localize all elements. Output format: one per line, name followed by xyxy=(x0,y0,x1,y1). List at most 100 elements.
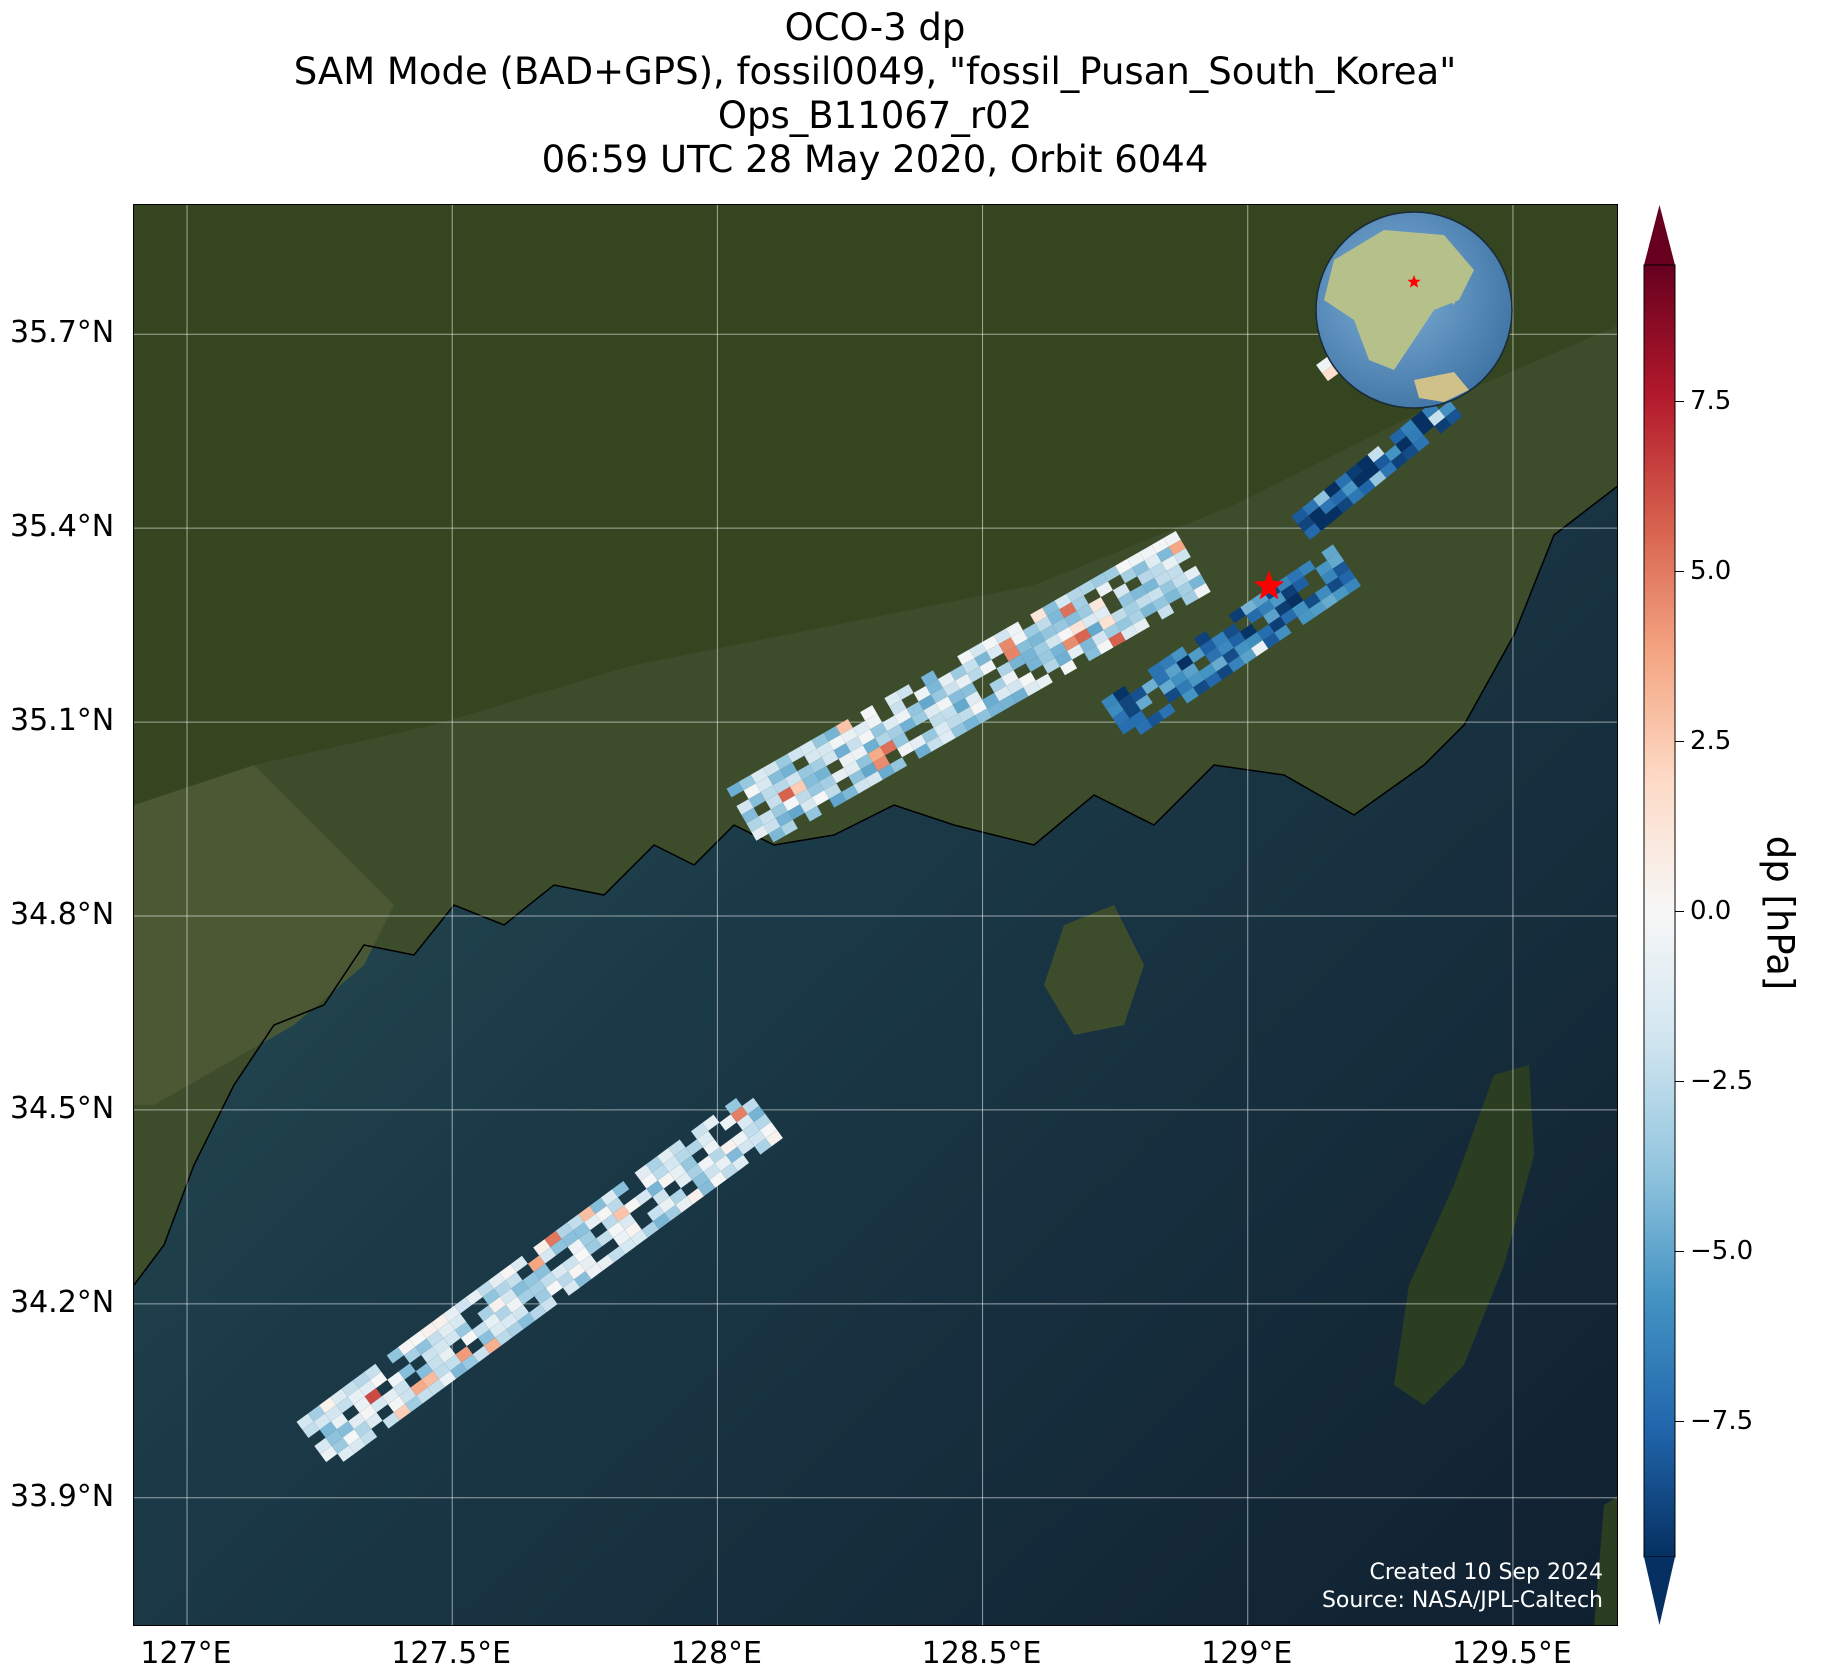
sounding-pixel xyxy=(685,1139,703,1156)
sounding-pixel xyxy=(438,1370,457,1388)
sounding-pixel xyxy=(1122,600,1140,617)
sounding-pixel xyxy=(1158,678,1176,695)
sounding-pixel xyxy=(1157,603,1175,620)
sounding-pixel xyxy=(495,1329,513,1346)
sounding-pixel xyxy=(1245,632,1263,649)
sounding-pixel xyxy=(635,1188,653,1206)
sounding-pixel xyxy=(1315,584,1333,602)
sounding-pixel xyxy=(746,816,764,833)
sounding-pixel xyxy=(578,1205,596,1223)
globe-star-icon-shape xyxy=(1407,275,1421,288)
sounding-pixel xyxy=(775,753,793,770)
sounding-pixel xyxy=(1171,572,1189,589)
sounding-pixel xyxy=(1262,632,1280,649)
sounding-pixel xyxy=(607,1221,625,1239)
sounding-pixel xyxy=(1257,624,1275,641)
sounding-pixel xyxy=(1216,639,1234,656)
sounding-pixel xyxy=(1222,647,1240,664)
sounding-pixel xyxy=(477,1305,495,1322)
sounding-pixel xyxy=(1062,635,1080,651)
sounding-pixel xyxy=(850,745,868,761)
sounding-pixel xyxy=(330,1413,349,1430)
sounding-pixel xyxy=(1081,612,1099,629)
sounding-pixel xyxy=(758,809,776,826)
colorbar-tick-mark xyxy=(1675,1081,1684,1082)
swath-south xyxy=(296,1097,783,1463)
sounding-pixel xyxy=(336,1396,354,1414)
sounding-pixel xyxy=(962,715,980,731)
sounding-pixel xyxy=(1204,671,1222,688)
sounding-pixel xyxy=(494,1304,512,1322)
land-geoje xyxy=(1044,905,1144,1035)
sounding-pixel xyxy=(668,1139,686,1156)
sounding-pixel xyxy=(555,1222,573,1239)
sounding-pixel xyxy=(982,692,1000,709)
sounding-pixel xyxy=(1183,565,1201,582)
map-panel[interactable] xyxy=(133,204,1618,1626)
sounding-pixel xyxy=(993,628,1011,645)
sounding-pixel xyxy=(589,1197,607,1214)
sounding-pixel xyxy=(427,1354,445,1371)
sounding-pixel xyxy=(1115,616,1133,632)
sounding-pixel xyxy=(909,734,927,751)
sounding-pixel xyxy=(657,1147,675,1165)
sounding-pixel xyxy=(348,1437,366,1454)
title-line-4: 06:59 UTC 28 May 2020, Orbit 6044 xyxy=(541,138,1209,181)
sounding-pixel xyxy=(821,750,839,766)
sounding-pixel xyxy=(1124,702,1142,719)
sounding-pixel xyxy=(1154,570,1172,587)
sounding-pixel xyxy=(360,1428,378,1446)
colorbar-tick-label: 2.5 xyxy=(1690,726,1732,756)
sounding-pixel xyxy=(1135,694,1153,711)
sounding-pixel xyxy=(1115,558,1133,575)
sounding-pixel xyxy=(719,1114,737,1131)
sounding-pixel xyxy=(1291,507,1309,525)
title-line-3: Ops_B11067_r02 xyxy=(717,94,1033,137)
sounding-pixel xyxy=(601,1213,619,1231)
sounding-pixel xyxy=(702,1139,721,1156)
sounding-pixel xyxy=(921,727,939,744)
sounding-pixel xyxy=(816,741,834,758)
sounding-pixel xyxy=(567,1214,585,1231)
sounding-pixel xyxy=(772,778,790,794)
sounding-pixel xyxy=(950,665,968,681)
sounding-pixel xyxy=(799,739,817,756)
colorbar-tick-mark xyxy=(1675,1421,1684,1422)
sounding-pixel xyxy=(1334,472,1352,489)
swath-north-east xyxy=(1291,400,1463,540)
sounding-pixel xyxy=(835,719,853,735)
sounding-pixel xyxy=(804,805,822,822)
sounding-pixel xyxy=(1251,640,1269,657)
sounding-pixel xyxy=(437,1321,455,1339)
sounding-pixel xyxy=(1101,693,1119,710)
target-marker xyxy=(1253,570,1285,600)
sounding-pixel xyxy=(460,1329,478,1347)
sounding-pixel xyxy=(751,825,769,841)
sounding-pixel xyxy=(914,743,932,759)
sounding-pixel xyxy=(1297,515,1315,533)
sounding-pixel xyxy=(1170,670,1188,687)
sounding-pixel xyxy=(1228,631,1246,648)
sounding-pixel xyxy=(741,807,759,824)
map-canvas[interactable] xyxy=(134,205,1618,1626)
sounding-pixel xyxy=(1338,569,1356,586)
figure-title: OCO-3 dp SAM Mode (BAD+GPS), fossil0049,… xyxy=(0,6,1750,182)
sounding-pixel xyxy=(736,799,754,815)
land-se-corner xyxy=(1594,1496,1617,1625)
sounding-pixel xyxy=(920,670,938,686)
swath-central xyxy=(726,531,1211,843)
sounding-pixel xyxy=(420,1322,438,1339)
sounding-pixel xyxy=(1011,687,1029,704)
sounding-pixel xyxy=(415,1338,433,1355)
sounding-pixel xyxy=(1193,630,1212,647)
sounding-pixel xyxy=(1093,605,1111,622)
sounding-pixel xyxy=(1347,487,1365,505)
sounding-pixel xyxy=(899,717,917,733)
sounding-pixel xyxy=(342,1429,360,1446)
sounding-pixel xyxy=(1193,679,1211,696)
sounding-pixel xyxy=(1071,595,1089,611)
sounding-pixel xyxy=(1199,639,1217,656)
sounding-pixel xyxy=(1147,586,1165,603)
sounding-pixel xyxy=(674,1147,692,1164)
sounding-pixel xyxy=(1035,616,1053,632)
